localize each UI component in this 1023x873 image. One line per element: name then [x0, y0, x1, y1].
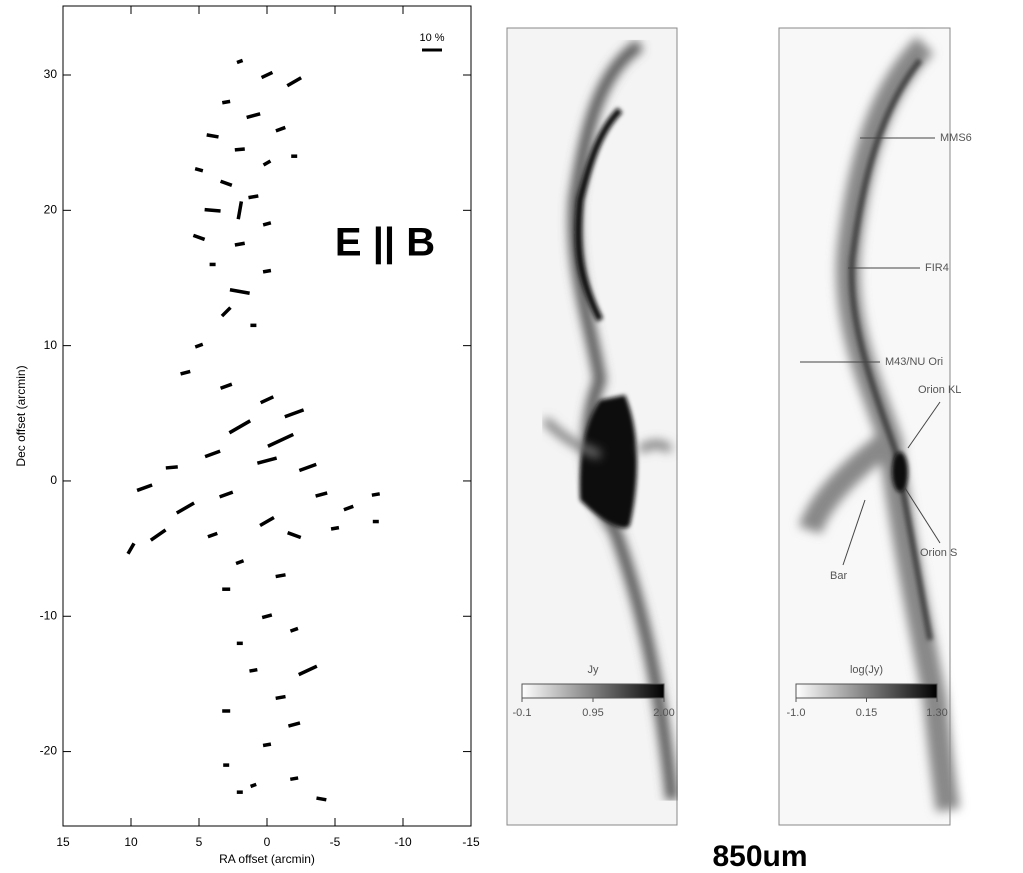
colorbar-tick-label: 0.15 — [856, 707, 877, 719]
colorbar-tick-label: 1.30 — [926, 707, 947, 719]
annotation-label: MMS6 — [940, 132, 972, 144]
pol-vector — [286, 76, 303, 88]
pol-vector — [136, 483, 153, 493]
x-axis-label: RA offset (arcmin) — [219, 852, 315, 866]
colorbar-label: log(Jy) — [850, 664, 883, 676]
pol-vector — [235, 559, 245, 566]
x-tick-label: 10 — [124, 835, 138, 849]
left-frame — [62, 5, 472, 827]
x-tick-label: -5 — [330, 835, 341, 849]
pol-vector — [194, 167, 204, 173]
pol-vector — [207, 531, 218, 539]
pol-vector — [316, 796, 327, 802]
pol-vector — [236, 201, 244, 220]
pol-vector — [194, 342, 204, 349]
pol-vector — [126, 542, 136, 555]
pol-vector — [330, 525, 340, 531]
y-tick-label: 20 — [44, 202, 58, 216]
image-panel — [506, 27, 677, 826]
x-tick-label: 15 — [56, 835, 70, 849]
pol-vector — [204, 207, 221, 213]
pol-vector — [259, 516, 275, 528]
colorbar-tick-label: 0.95 — [582, 707, 603, 719]
annotation-pointer — [904, 487, 941, 544]
pol-vector — [219, 179, 233, 187]
pol-vector — [206, 133, 219, 139]
y-tick-label: 10 — [44, 338, 58, 352]
pol-vector — [165, 465, 178, 470]
pol-vector — [371, 492, 381, 497]
y-tick-label: 30 — [44, 67, 58, 81]
pol-vector — [204, 449, 221, 459]
pol-vector — [220, 306, 232, 318]
annotation-label: Orion KL — [918, 384, 961, 396]
x-tick-label: -10 — [394, 835, 412, 849]
pol-vector — [275, 125, 286, 133]
y-tick-label: -10 — [40, 608, 58, 622]
annotation-label: Bar — [830, 570, 847, 582]
pol-vector — [289, 776, 299, 782]
x-tick-label: -15 — [462, 835, 480, 849]
pol-vector — [229, 288, 250, 295]
pol-vector — [315, 491, 328, 498]
pol-vector — [261, 613, 273, 620]
pol-vector — [297, 664, 318, 677]
pol-vector — [249, 782, 257, 789]
colorbar-label: Jy — [588, 664, 600, 676]
pol-vector — [228, 419, 252, 435]
annotation-label: M43/NU Ori — [885, 356, 943, 368]
y-tick-label: 0 — [50, 473, 57, 487]
pol-vector — [234, 241, 246, 247]
pol-vector — [298, 462, 317, 473]
pol-vector — [246, 112, 261, 120]
pol-vector — [259, 395, 275, 405]
pol-vector — [287, 531, 302, 540]
annotation-pointer — [907, 401, 941, 449]
pol-vector — [180, 369, 191, 376]
pol-vector — [289, 626, 299, 633]
pol-vector — [284, 408, 305, 419]
pol-vector — [267, 432, 295, 448]
pol-vector — [262, 268, 272, 274]
pol-vector — [262, 742, 272, 748]
pol-vector — [219, 490, 234, 499]
y-axis-label: Dec offset (arcmin) — [14, 365, 28, 466]
x-tick-label: 5 — [196, 835, 203, 849]
pol-vector — [262, 221, 272, 227]
pol-vector — [219, 382, 233, 390]
annotation-label: FIR4 — [925, 262, 949, 274]
pol-vector — [149, 528, 167, 542]
pol-vector — [262, 159, 272, 167]
image-panel — [778, 27, 960, 826]
pol-vector — [287, 721, 301, 728]
pol-vector — [275, 573, 286, 579]
pol-vector — [249, 667, 258, 673]
annotation: E || B — [335, 221, 435, 265]
colorbar-tick-label: -1.0 — [787, 707, 806, 719]
pol-vector — [275, 694, 286, 701]
pol-vector — [248, 194, 259, 200]
pol-vector — [343, 504, 354, 512]
pol-vector — [260, 70, 274, 80]
pol-vector — [221, 99, 231, 105]
pol-vector — [236, 58, 244, 65]
colorbar-tick-label: -0.1 — [513, 707, 532, 719]
pol-vector — [256, 456, 278, 465]
pol-vector — [234, 147, 245, 152]
y-tick-label: -20 — [40, 744, 58, 758]
caption: 850um — [712, 840, 807, 873]
x-tick-label: 0 — [264, 835, 271, 849]
pol-vector — [192, 233, 206, 242]
pol-vector — [175, 501, 195, 515]
annotation-pointer — [842, 499, 866, 566]
annotation-label: Orion S — [920, 547, 957, 559]
colorbar-tick-label: 2.00 — [653, 707, 674, 719]
scale-label: 10 % — [419, 32, 444, 44]
